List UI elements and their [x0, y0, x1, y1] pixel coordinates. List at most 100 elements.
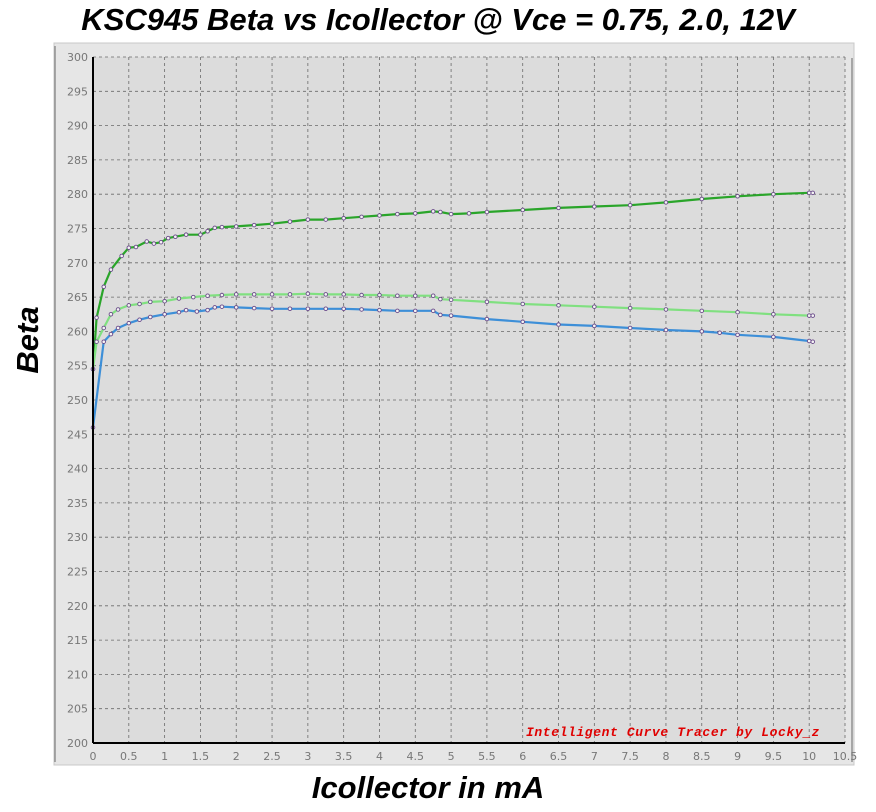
series-1-point	[341, 215, 346, 221]
series-1-point	[323, 217, 329, 222]
x-tick-label: 10	[802, 750, 816, 763]
chart-title: KSC945 Beta vs Icollector @ Vce = 0.75, …	[81, 2, 795, 37]
series-1-point	[359, 214, 364, 220]
series-3-point	[251, 305, 257, 311]
series-3-point	[212, 305, 218, 310]
series-2-point	[438, 296, 443, 302]
series-3-point	[377, 307, 382, 313]
y-tick-label: 260	[67, 325, 88, 338]
series-1-point	[251, 222, 257, 228]
series-2-point	[627, 305, 633, 311]
series-2-point	[219, 292, 225, 298]
series-2-point	[771, 312, 776, 317]
series-1-point	[119, 253, 124, 259]
series-2-point	[735, 309, 740, 315]
series-2-point	[233, 292, 239, 297]
series-2-point	[556, 303, 561, 308]
y-tick-label: 265	[67, 291, 88, 304]
series-3-point	[735, 332, 740, 338]
y-tick-label: 215	[67, 634, 88, 647]
series-1-point	[484, 209, 490, 215]
x-axis-label: Icollector in mA	[311, 770, 545, 805]
series-2-point	[137, 301, 142, 307]
series-1-point	[395, 211, 400, 217]
y-tick-label: 250	[67, 394, 88, 407]
series-3-point	[305, 306, 311, 312]
series-1-point	[94, 315, 99, 320]
series-3-point	[233, 305, 239, 310]
series-line-3	[91, 305, 814, 428]
series-1-point	[205, 228, 210, 234]
y-tick-label: 285	[67, 154, 88, 167]
series-1-point	[165, 235, 171, 241]
series-2-point	[413, 293, 418, 298]
series-3-point	[717, 330, 722, 336]
x-tick-label: 3	[304, 750, 311, 763]
y-tick-label: 275	[67, 223, 88, 236]
series-2-point	[520, 301, 525, 307]
tick-labels: 0 0.5 1 1.5 2 2.5 3 3.5 4 4.5 5 5.5 6 6.5 7 7.5 8 8.5 9 9.5…	[67, 51, 857, 763]
x-tick-label: 1	[161, 750, 168, 763]
x-tick-label: 6.5	[550, 750, 568, 763]
x-tick-label: 4	[376, 750, 383, 763]
series-1-point	[771, 191, 776, 197]
series-3-point	[556, 322, 561, 327]
series-2-point	[484, 299, 490, 305]
y-tick-label: 300	[67, 51, 88, 64]
series-3-point	[205, 307, 210, 313]
series-3-point	[520, 319, 525, 325]
series-3-point	[287, 306, 293, 312]
series-3-point	[162, 312, 167, 317]
series-2-point	[323, 292, 329, 297]
series-1-point	[448, 211, 454, 217]
series-2-point	[377, 292, 382, 298]
series-1-point	[466, 211, 472, 216]
series-3-point	[663, 327, 669, 333]
series-3-point	[438, 312, 443, 318]
series-2-point	[430, 293, 436, 298]
x-tick-label: 8.5	[693, 750, 711, 763]
series-1-point	[556, 205, 561, 211]
series-1-point	[212, 225, 218, 231]
series-2-point	[176, 296, 182, 301]
series-3-point	[148, 314, 153, 320]
y-tick-label: 205	[67, 703, 88, 716]
series-3-point	[484, 316, 490, 322]
series-1-point	[108, 267, 114, 272]
series-2-point	[108, 312, 114, 317]
x-tick-label: 7.5	[621, 750, 639, 763]
series-1-point	[735, 194, 740, 199]
series-3-point	[183, 307, 189, 313]
x-tick-label: 7	[591, 750, 598, 763]
series-1-point	[627, 202, 633, 208]
series-2-point	[94, 339, 99, 344]
x-tick-label: 3.5	[335, 750, 353, 763]
x-tick-label: 9.5	[765, 750, 783, 763]
series-3-point	[413, 308, 418, 314]
series-2-point	[448, 297, 454, 303]
credit-annotation: Intelligent Curve Tracer by Locky_z	[526, 725, 820, 740]
x-tick-label: 2.5	[263, 750, 281, 763]
series-2-point	[251, 292, 257, 297]
y-tick-label: 225	[67, 566, 88, 579]
x-tick-label: 5	[448, 750, 455, 763]
series-1-point	[101, 284, 106, 290]
series-2-point	[162, 298, 167, 304]
series-3-point	[108, 331, 114, 337]
series-2-point	[305, 291, 311, 296]
series-2-point	[205, 293, 210, 298]
series-1-point	[663, 200, 669, 205]
series-1-point	[198, 232, 203, 237]
y-tick-label: 230	[67, 531, 88, 544]
series-3-point	[137, 317, 142, 322]
series-1-point	[413, 211, 418, 216]
series-1-point	[173, 234, 178, 239]
series-2-point	[191, 294, 196, 300]
series-3-point	[448, 313, 454, 318]
series-1-point	[144, 239, 149, 244]
series-3-point	[810, 339, 816, 344]
series-3-point	[771, 334, 776, 340]
series-1-point	[806, 190, 812, 196]
series-2-point	[101, 325, 106, 331]
